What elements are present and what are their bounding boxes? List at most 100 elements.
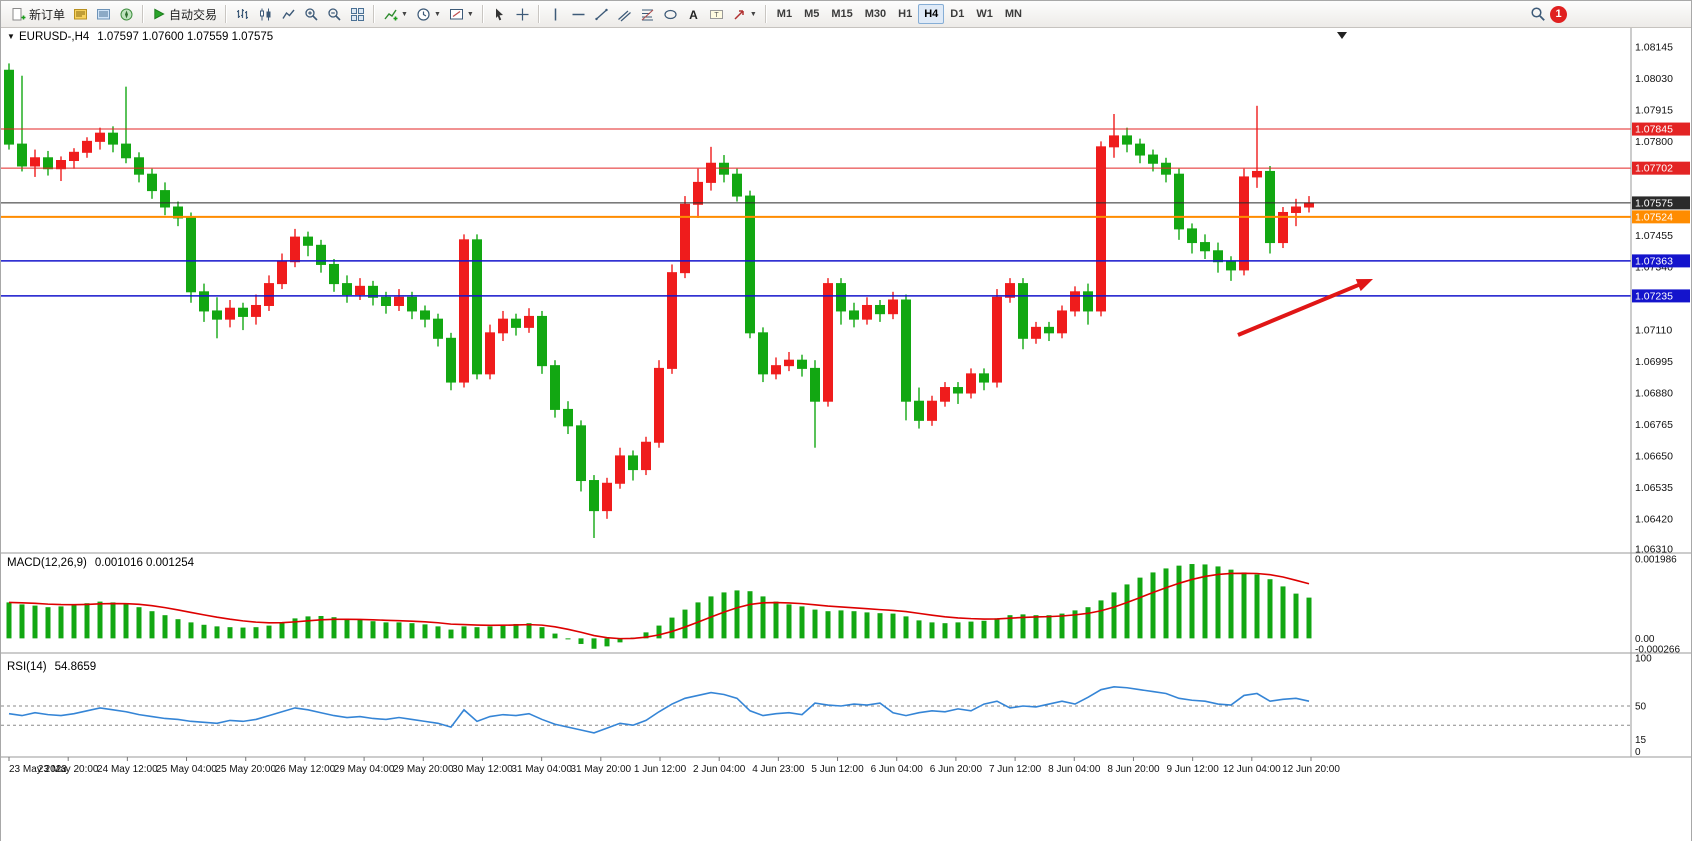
macd-histogram-bar [968, 621, 974, 639]
macd-histogram-bar [1163, 568, 1169, 639]
time-axis[interactable] [1, 757, 1691, 841]
macd-histogram-bar [643, 632, 649, 639]
candle-body [82, 140, 92, 153]
shapes-button[interactable] [659, 3, 682, 25]
text-button[interactable]: A [682, 3, 705, 25]
time-axis-label: 29 May 20:00 [393, 764, 454, 775]
indicators-icon [383, 7, 398, 22]
rsi-axis-label: 100 [1635, 654, 1652, 665]
candle-body [641, 441, 651, 471]
price-badge [1632, 289, 1690, 303]
macd-histogram-bar [370, 621, 376, 639]
macd-axis-label: 0.00 [1635, 634, 1655, 645]
templates-button[interactable]: ▼ [445, 3, 478, 25]
time-axis-label: 9 Jun 12:00 [1167, 764, 1220, 775]
candle-body [56, 160, 66, 170]
timeframe-h1-button[interactable]: H1 [892, 4, 918, 24]
text-label-button[interactable]: T [705, 3, 728, 25]
y-axis-label: 1.08030 [1635, 73, 1673, 85]
horizontal-line-button[interactable] [567, 3, 590, 25]
candle-body [394, 296, 404, 306]
candle-body [901, 299, 911, 402]
algo-trading-button[interactable]: 自动交易 [148, 3, 221, 25]
macd-histogram-bar [240, 627, 246, 639]
search-button[interactable] [1526, 3, 1550, 25]
candle-body [420, 310, 430, 320]
zoom-out-button[interactable] [323, 3, 346, 25]
candle-body [17, 143, 27, 167]
macd-histogram-bar [188, 622, 194, 639]
timeframe-m1-button[interactable]: M1 [771, 4, 798, 24]
candle-body [264, 283, 274, 306]
cursor-button[interactable] [488, 3, 511, 25]
chart-symbol-period: EURUSD-,H4 [19, 31, 90, 43]
macd-histogram-bar [1293, 593, 1299, 639]
macd-histogram-bar [19, 604, 25, 639]
candle-body [199, 291, 209, 312]
timeframe-m30-button[interactable]: M30 [859, 4, 892, 24]
market-watch-button[interactable] [69, 3, 92, 25]
trend-arrow-line[interactable] [1237, 280, 1365, 337]
timeframe-w1-button[interactable]: W1 [970, 4, 999, 24]
time-axis-label: 12 Jun 04:00 [1223, 764, 1281, 775]
macd-histogram-bar [500, 624, 506, 639]
notification-badge[interactable]: 1 [1550, 5, 1567, 23]
macd-histogram-bar [1072, 610, 1078, 639]
navigator-button[interactable] [115, 3, 138, 25]
fibonacci-retracement-button[interactable] [636, 3, 659, 25]
periods-button[interactable]: ▼ [412, 3, 445, 25]
tile-windows-button[interactable] [346, 3, 369, 25]
price-badge-label: 1.07845 [1635, 124, 1673, 136]
timeframe-h4-button[interactable]: H4 [918, 4, 945, 24]
candle-body [1057, 310, 1067, 334]
candlestick-chart-button[interactable] [254, 3, 277, 25]
data-window-button[interactable] [92, 3, 115, 25]
price-axis[interactable] [1631, 28, 1691, 757]
toolbar-separator [225, 5, 228, 23]
timeframe-d1-button[interactable]: D1 [944, 4, 970, 24]
equidistant-channel-button[interactable] [613, 3, 636, 25]
search-icon [1530, 6, 1546, 22]
time-axis-label: 6 Jun 04:00 [871, 764, 924, 775]
timeframe-mn-button[interactable]: MN [999, 4, 1028, 24]
timeframe-m15-button[interactable]: M15 [825, 4, 858, 24]
y-axis-label: 1.06995 [1635, 356, 1673, 368]
candle-body [69, 151, 79, 162]
candle-body [433, 318, 443, 339]
candle-body [407, 296, 417, 312]
macd-axis-label: -0.000266 [1635, 645, 1680, 656]
macd-histogram-bar [877, 613, 883, 639]
zoom-in-button[interactable] [300, 3, 323, 25]
bar-chart-button[interactable] [231, 3, 254, 25]
candle-body [940, 387, 950, 402]
macd-histogram-bar [487, 626, 493, 639]
templates-icon [449, 7, 464, 22]
y-axis-label: 1.07915 [1635, 104, 1673, 116]
macd-histogram-bar [32, 605, 38, 639]
chart-menu-icon[interactable]: ▼ [7, 32, 15, 41]
arrows-tool-button[interactable]: ▼ [728, 3, 761, 25]
vertical-line-button[interactable] [544, 3, 567, 25]
macd-histogram-bar [1098, 600, 1104, 639]
timeframe-m5-button[interactable]: M5 [798, 4, 825, 24]
indicators-button[interactable]: ▼ [379, 3, 412, 25]
trend-arrow-head[interactable] [1355, 279, 1373, 292]
line-chart-button[interactable] [277, 3, 300, 25]
macd-histogram-bar [1059, 613, 1065, 639]
macd-histogram-bar [266, 625, 272, 639]
candle-body [173, 206, 183, 219]
macd-histogram-bar [799, 606, 805, 639]
crosshair-button[interactable] [511, 3, 534, 25]
new-order-button[interactable]: 新订单 [7, 3, 69, 25]
candle-body [706, 162, 716, 183]
candle-body [134, 157, 144, 175]
macd-histogram-bar [916, 620, 922, 639]
time-axis-label: 25 May 04:00 [156, 764, 217, 775]
macd-histogram-bar [136, 607, 142, 639]
chart-canvas[interactable]: 1.08145 1.08030 1.07915 1.07800 1.07455 1.073… [1, 28, 1691, 841]
time-axis-label: 8 Jun 04:00 [1048, 764, 1101, 775]
candle-body [381, 296, 391, 306]
candle-body [186, 217, 196, 293]
trendline-button[interactable] [590, 3, 613, 25]
